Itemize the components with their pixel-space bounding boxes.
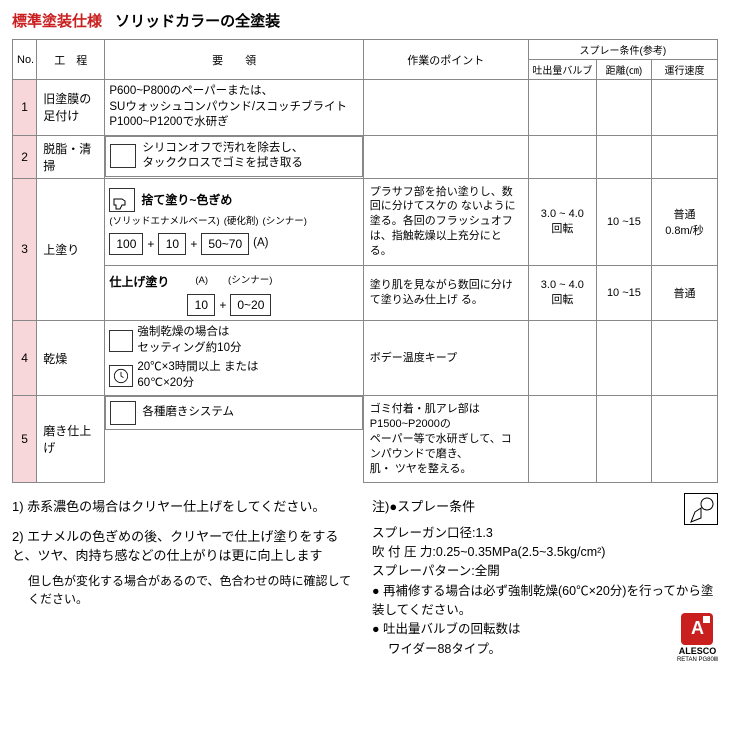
row3a-valve: 3.0 ~ 4.0 回転: [528, 178, 596, 265]
spraygun-large-icon: [684, 493, 718, 525]
row2-proc: 脱脂・清掃: [37, 135, 105, 178]
title-sub: ソリッドカラーの全塗装: [115, 13, 280, 30]
note2b: 但し色が変化する場合があるので、色合わせの時に確認してください。: [12, 572, 358, 608]
brand-logo: A ALESCO RETAN PG80Ⅲ: [677, 613, 718, 663]
row4-content: 強制乾燥の場合は セッティング約10分 20℃×3時間以上 または 60℃×20…: [105, 321, 363, 396]
spraygun-icon: [109, 188, 135, 212]
h-point: 作業のポイント: [363, 40, 528, 80]
note1: 1) 赤系濃色の場合はクリヤー仕上げをしてください。: [12, 497, 358, 517]
h-valve: 吐出量バルブ: [528, 60, 596, 80]
row3a-point: プラサフ部を拾い塗りし、数回に分けてスケの ないように塗る。各回のフラッシュオフ…: [363, 178, 528, 265]
row5-point: ゴミ付着・肌アレ部は P1500~P2000の ペーパー等で水研ぎして、コンパウ…: [363, 396, 528, 483]
h-speed: 運行速度: [651, 60, 717, 80]
title-bar: 標準塗装仕様 ソリッドカラーの全塗装: [12, 10, 718, 31]
row1-no: 1: [13, 80, 37, 136]
row3a-content: 捨て塗り~色ぎめ (ソリッドエナメルベース) (硬化剤) (シンナー) 100 …: [105, 178, 363, 265]
row3a-dist: 10 ~15: [596, 178, 651, 265]
table-row: 1 旧塗膜の 足付け P600~P800のペーパーまたは、 SUウォッシュコンパ…: [13, 80, 718, 136]
wipe-icon: [110, 144, 136, 168]
header-row: No. 工 程 要 領 作業のポイント スプレー条件(参考): [13, 40, 718, 60]
mix-v1: 100: [109, 233, 143, 255]
footer: 1) 赤系濃色の場合はクリヤー仕上げをしてください。 2) エナメルの色ぎめの後…: [12, 497, 718, 659]
table-row: 仕上げ塗り (A) (シンナー) 10 + 0~20 塗り肌を見ながら数回に分け…: [13, 265, 718, 320]
footer-left: 1) 赤系濃色の場合はクリヤー仕上げをしてください。 2) エナメルの色ぎめの後…: [12, 497, 358, 659]
row5-proc: 磨き仕上げ: [37, 396, 105, 483]
row5-content: 各種磨きシステム: [105, 396, 362, 430]
row3b-content: 仕上げ塗り (A) (シンナー) 10 + 0~20: [105, 265, 363, 320]
row3a-speed: 普通 0.8m/秒: [651, 178, 717, 265]
heat-icon: [109, 330, 133, 352]
note2: 2) エナメルの色ぎめの後、クリヤーで仕上げ塗りをすると、ツヤ、肉持ち感などの仕…: [12, 527, 358, 566]
row4-no: 4: [13, 321, 37, 396]
h-content: 要 領: [105, 40, 363, 80]
row2-content: シリコンオフで汚れを除去し、 タッククロスでゴミを拭き取る: [105, 136, 362, 177]
row2-no: 2: [13, 135, 37, 178]
logo-square-icon: A: [681, 613, 713, 645]
row5-no: 5: [13, 396, 37, 483]
row4-proc: 乾燥: [37, 321, 105, 396]
h-proc: 工 程: [37, 40, 105, 80]
row2-text: シリコンオフで汚れを除去し、 タッククロスでゴミを拭き取る: [142, 141, 303, 172]
spec-table: No. 工 程 要 領 作業のポイント スプレー条件(参考) 吐出量バルブ 距離…: [12, 39, 718, 483]
polisher-icon: [110, 401, 136, 425]
table-row: 5 磨き仕上げ 各種磨きシステム ゴミ付着・肌アレ部は P1500~P2000の…: [13, 396, 718, 483]
right-title: 注)●スプレー条件: [372, 497, 718, 517]
h-no: No.: [13, 40, 37, 80]
row3b-point: 塗り肌を見ながら数回に分けて塗り込み仕上げ る。: [363, 265, 528, 320]
row1-proc: 旧塗膜の 足付け: [37, 80, 105, 136]
mix-v3: 50~70: [201, 233, 249, 255]
row3a-label: 捨て塗り~色ぎめ: [141, 192, 232, 208]
clock-icon: [109, 365, 133, 387]
title-red: 標準塗装仕様: [12, 13, 102, 30]
row3-no: 3: [13, 178, 37, 321]
table-row: 2 脱脂・清掃 シリコンオフで汚れを除去し、 タッククロスでゴミを拭き取る: [13, 135, 718, 178]
row1-point: [363, 80, 528, 136]
h-dist: 距離(㎝): [596, 60, 651, 80]
row4-point: ボデー温度キープ: [363, 321, 528, 396]
mix-v2: 10: [158, 233, 186, 255]
row1-content: P600~P800のペーパーまたは、 SUウォッシュコンパウンド/スコッチブライ…: [105, 80, 363, 136]
table-row: 4 乾燥 強制乾燥の場合は セッティング約10分 20℃×3時間以上 または 6…: [13, 321, 718, 396]
footer-right: 注)●スプレー条件 スプレーガン口径:1.3 吹 付 圧 力:0.25~0.35…: [372, 497, 718, 659]
row3-proc: 上塗り: [37, 178, 105, 321]
table-row: 3 上塗り 捨て塗り~色ぎめ (ソリッドエナメルベース) (硬化剤) (シンナー…: [13, 178, 718, 265]
h-spray: スプレー条件(参考): [528, 40, 717, 60]
